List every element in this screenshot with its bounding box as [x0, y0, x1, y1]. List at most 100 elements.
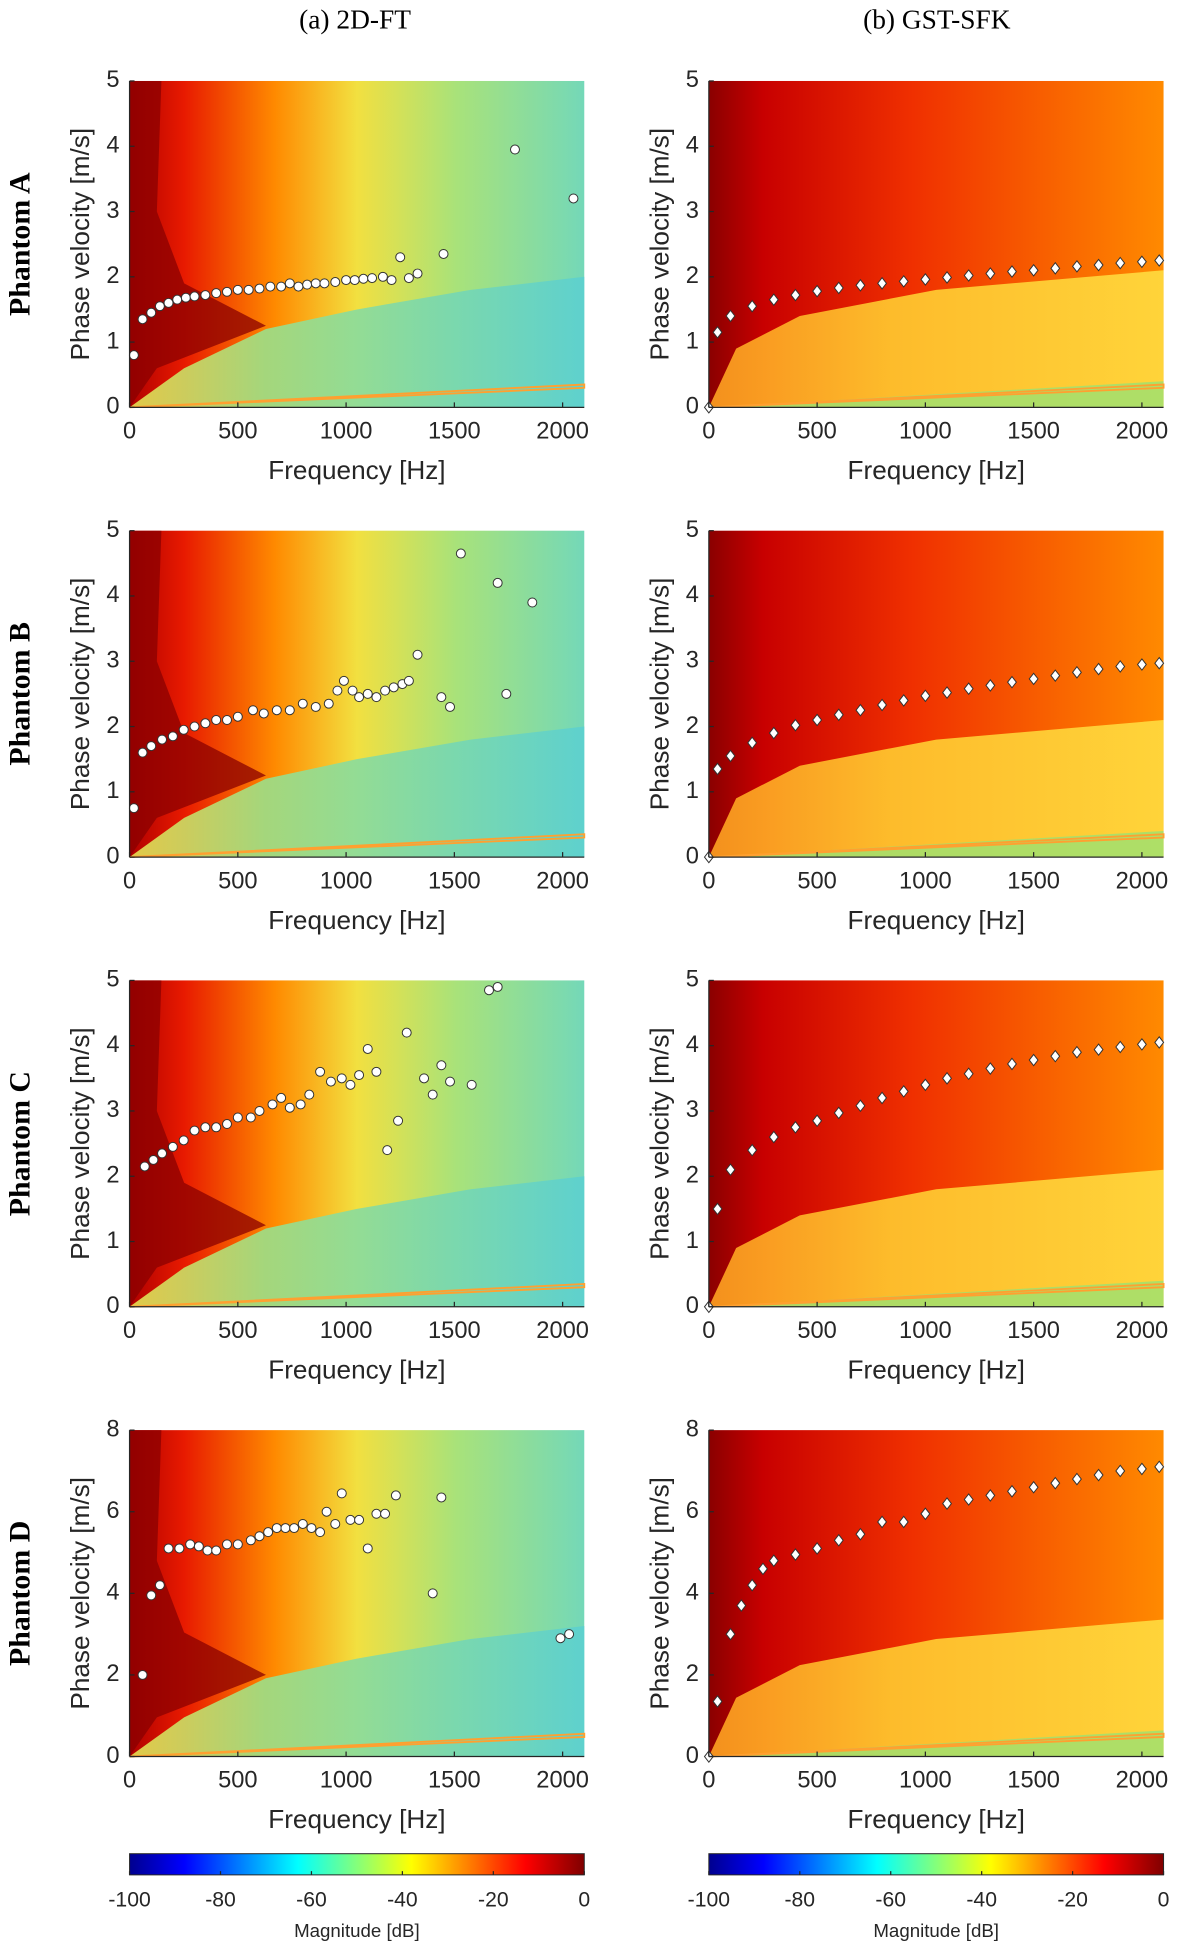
point [1115, 256, 1126, 270]
x-tick-label: 1500 [428, 1768, 481, 1794]
point [321, 1506, 332, 1517]
point [258, 708, 269, 719]
colorbar-tick-label: 0 [1158, 1889, 1170, 1912]
point [501, 688, 512, 699]
y-tick-label: 5 [686, 517, 699, 543]
point [1006, 675, 1017, 689]
point [271, 705, 282, 716]
y-tick-label: 1 [106, 778, 119, 804]
y-tick-label: 3 [106, 1097, 119, 1123]
point [1154, 254, 1165, 267]
y-tick-label: 3 [106, 198, 119, 224]
point [345, 1514, 356, 1525]
point [146, 1590, 157, 1601]
point [445, 1076, 456, 1087]
point [330, 1518, 341, 1529]
y-tick-label: 2 [106, 1661, 119, 1687]
y-tick-label: 6 [106, 1498, 119, 1524]
point [942, 271, 953, 284]
point [1050, 1049, 1061, 1063]
point [1050, 669, 1061, 683]
point [877, 1091, 888, 1105]
point [963, 1067, 974, 1081]
heatmap-edge [708, 383, 1165, 409]
point [157, 734, 168, 745]
point [920, 1078, 931, 1092]
point [128, 803, 139, 814]
point [942, 1497, 953, 1510]
point [833, 708, 844, 722]
point [395, 252, 406, 263]
panel: 0 500 1000 1500 2000 0 2 4 6 8 Frequency [Hz] Phase… [644, 1416, 1168, 1834]
point [382, 1145, 393, 1156]
x-tick-label: 1000 [899, 868, 952, 894]
y-tick-label: 0 [106, 1293, 119, 1319]
point [154, 301, 165, 312]
point [189, 721, 200, 732]
point [254, 1105, 265, 1116]
point [1071, 259, 1082, 273]
point [1006, 1057, 1017, 1071]
x-axis-label: Frequency [Hz] [848, 1804, 1025, 1834]
y-tick-label: 2 [686, 1661, 699, 1687]
point [942, 686, 953, 700]
point [163, 1543, 174, 1554]
point [942, 1071, 953, 1085]
point [1093, 1468, 1104, 1482]
x-tick-label: 2000 [1116, 868, 1169, 894]
point [877, 698, 888, 712]
colorbar-label: Magnitude [dB] [294, 1920, 420, 1941]
heatmap-region [708, 1619, 1164, 1757]
point [833, 281, 844, 295]
point [790, 1120, 801, 1134]
point [790, 288, 801, 302]
point [427, 1089, 438, 1100]
point [200, 718, 211, 729]
x-tick-label: 500 [797, 419, 836, 445]
panel: 0 500 1000 1500 2000 0 1 2 3 4 5 Frequency [Hz] Phas… [644, 67, 1168, 485]
y-tick-label: 2 [686, 263, 699, 289]
point [304, 1089, 315, 1100]
point [172, 294, 183, 305]
point [963, 269, 974, 282]
point [358, 273, 369, 284]
point [455, 548, 466, 559]
y-axis-label: Phase velocity [m/s] [644, 1027, 674, 1260]
x-tick-label: 1000 [320, 1768, 373, 1794]
point [174, 1543, 185, 1554]
heatmap-region [708, 270, 1164, 408]
point [920, 689, 931, 703]
y-axis-label: Phase velocity [m/s] [65, 1477, 95, 1710]
panel: 0 500 1000 1500 2000 0 1 2 3 4 5 Frequency [Hz] Phas… [65, 67, 589, 485]
y-tick-label: 8 [686, 1416, 699, 1442]
point [412, 649, 423, 660]
point [1028, 1053, 1039, 1067]
y-tick-label: 1 [106, 1228, 119, 1254]
point [492, 981, 503, 992]
point [367, 273, 378, 284]
colorbar-tick-label: -60 [296, 1889, 327, 1912]
point [898, 1084, 909, 1098]
point [1115, 660, 1126, 673]
colorbar-tick-label: -20 [478, 1889, 509, 1912]
point [484, 985, 494, 996]
point [436, 1060, 447, 1071]
x-tick-label: 500 [797, 868, 836, 894]
point [812, 1542, 823, 1555]
point [248, 705, 258, 716]
point [293, 281, 304, 292]
point [315, 1527, 326, 1538]
panel: 0 500 1000 1500 2000 0 1 2 3 4 5 Frequency [Hz] Phas… [644, 967, 1168, 1385]
point [985, 267, 996, 280]
point [139, 1161, 150, 1172]
point [712, 325, 723, 339]
x-tick-label: 1500 [1007, 1318, 1060, 1344]
y-tick-label: 1 [686, 328, 699, 354]
point [833, 1106, 844, 1120]
y-tick-label: 3 [106, 648, 119, 674]
point [403, 675, 414, 686]
point [1071, 1472, 1082, 1486]
heatmap-edge [708, 833, 1165, 859]
point [401, 1027, 412, 1038]
point [271, 1523, 282, 1534]
